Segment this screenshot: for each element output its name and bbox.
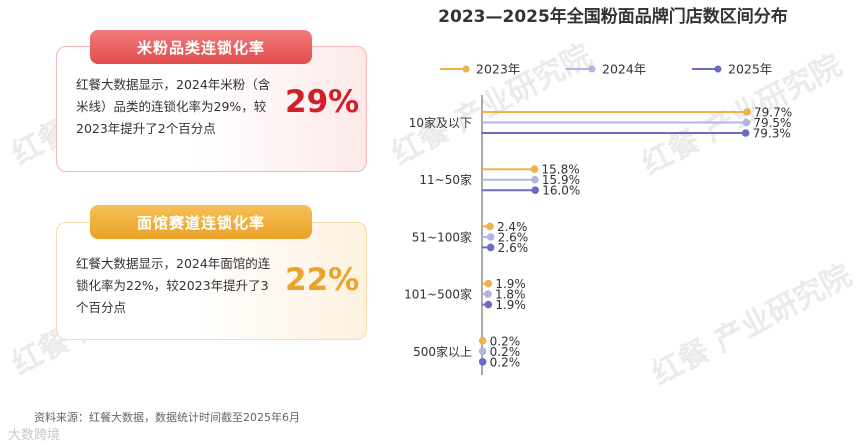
card2-value: 22%	[285, 262, 360, 298]
data-label-2023-3: 1.9%	[495, 277, 526, 291]
data-label-2024-1: 15.9%	[542, 173, 580, 187]
legend-dot-2024	[588, 65, 596, 73]
bar-end-2023-1	[530, 165, 539, 173]
card1-description: 红餐大数据显示，2024年米粉（含米线）品类的连锁化率为29%，较2023年提升…	[76, 77, 271, 136]
bar-end-2025-2	[486, 243, 495, 252]
category-label-4: 500家以上	[413, 344, 472, 359]
bar-end-2024-3	[484, 290, 492, 298]
bar-end-2023-3	[484, 279, 493, 288]
legend-dot-2025	[714, 65, 722, 73]
category-label-2: 51~100家	[412, 229, 472, 244]
data-label-2024-0: 79.5%	[753, 116, 791, 130]
data-label-2025-3: 1.9%	[495, 298, 526, 312]
card1-title: 米粉品类连锁化率	[90, 30, 312, 64]
bar-end-2024-0	[742, 118, 751, 127]
data-label-2025-0: 79.3%	[753, 127, 791, 141]
red-card	[56, 46, 367, 172]
card2-description: 红餐大数据显示，2024年面馆的连锁化率为22%，较2023年提升了3个百分点	[76, 256, 271, 315]
card2-title: 面馆赛道连锁化率	[90, 205, 312, 239]
brand-watermark: 大数跨境	[8, 428, 61, 443]
data-label-2023-1: 15.8%	[542, 163, 580, 177]
category-label-3: 101~500家	[404, 287, 472, 302]
data-label-2025-1: 16.0%	[542, 184, 580, 198]
data-label-2025-4: 0.2%	[490, 355, 521, 369]
data-label-2024-2: 2.6%	[498, 230, 529, 244]
bar-end-2023-4	[478, 337, 487, 345]
bar-end-2024-2	[486, 233, 495, 241]
bar-end-2024-4	[478, 347, 487, 356]
bar-end-2024-1	[531, 175, 539, 184]
legend-label-2023: 2023年	[476, 62, 520, 77]
bar-end-2025-3	[484, 300, 493, 309]
chart-title: 2023—2025年全国粉面品牌门店数区间分布	[438, 7, 788, 27]
legend-label-2025: 2025年	[728, 62, 772, 77]
data-label-2023-2: 2.4%	[497, 220, 527, 234]
category-label-1: 11~50家	[419, 172, 472, 187]
bar-end-2023-2	[486, 222, 494, 231]
bar-end-2025-0	[741, 129, 750, 137]
bar-end-2023-0	[743, 108, 751, 116]
data-label-2025-2: 2.6%	[498, 241, 529, 255]
bar-end-2025-1	[531, 186, 539, 194]
source-note: 资料来源：红餐大数据，数据统计时间截至2025年6月	[34, 411, 300, 424]
card1-value: 29%	[285, 84, 360, 120]
data-label-2024-4: 0.2%	[490, 345, 521, 359]
data-label-2024-3: 1.8%	[495, 288, 526, 302]
data-label-2023-0: 79.7%	[754, 106, 792, 120]
legend-dot-2023	[462, 65, 470, 73]
bar-end-2025-4	[478, 358, 487, 366]
category-label-0: 10家及以下	[409, 115, 472, 130]
data-label-2023-4: 0.2%	[490, 334, 521, 348]
legend-label-2024: 2024年	[602, 62, 646, 77]
